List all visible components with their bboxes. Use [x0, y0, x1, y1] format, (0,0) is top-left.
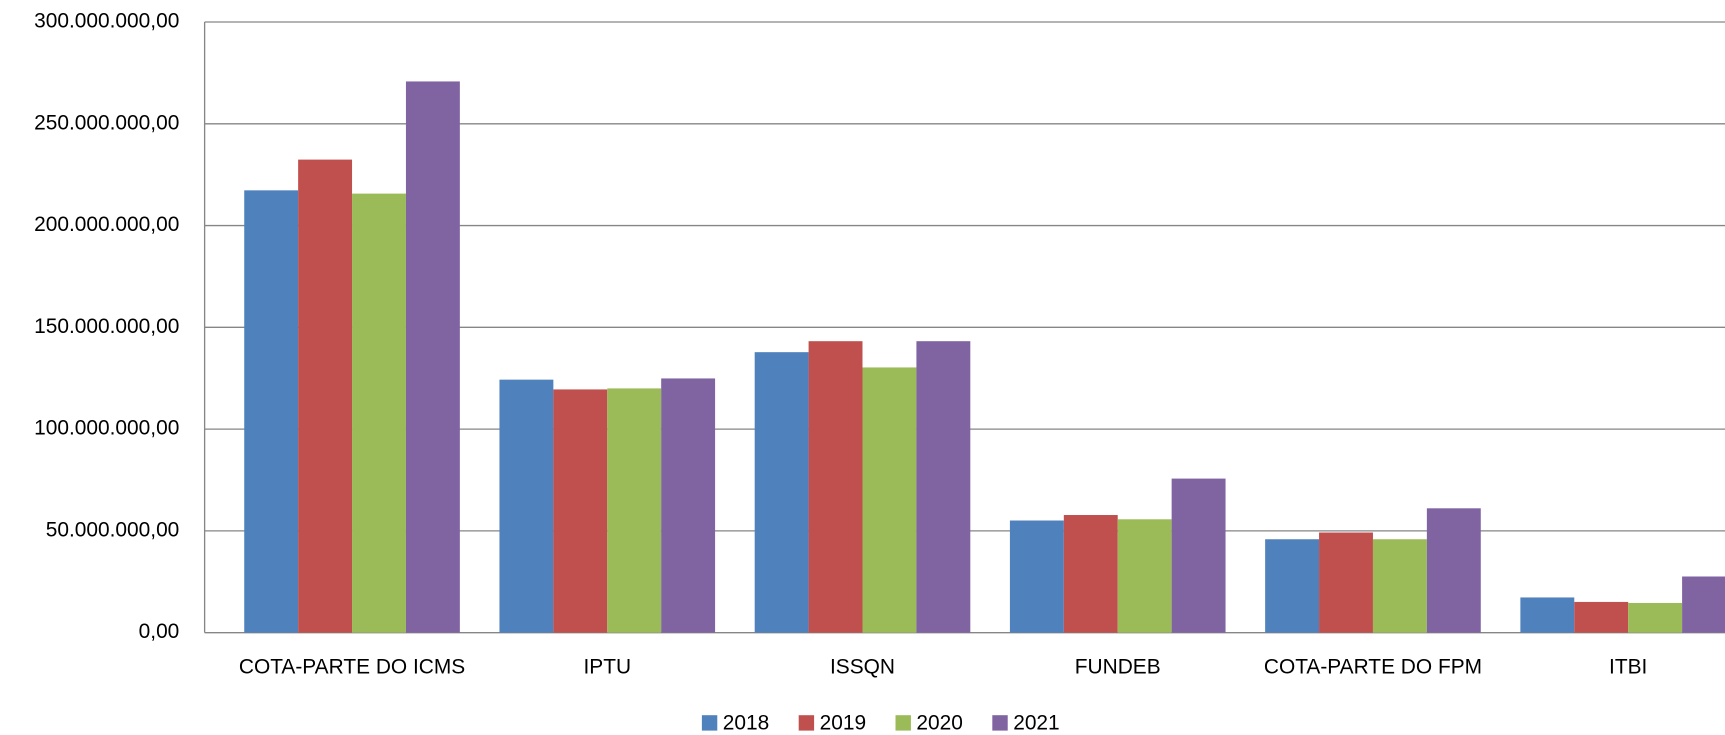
- bar: [754, 352, 809, 633]
- y-tick-label: 150.000.000,00: [34, 315, 179, 338]
- x-tick-label: ISSQN: [830, 655, 895, 678]
- y-tick-label: 50.000.000,00: [46, 518, 180, 541]
- x-tick-label: ITBI: [1609, 655, 1647, 678]
- y-tick-label: 250.000.000,00: [34, 111, 179, 134]
- legend-label: 2020: [916, 712, 962, 735]
- bar: [862, 367, 917, 633]
- bar: [1574, 601, 1629, 633]
- legend-label: 2021: [1013, 712, 1059, 735]
- y-tick-label: 300.000.000,00: [34, 10, 179, 33]
- bar: [1520, 597, 1575, 633]
- bar: [916, 341, 971, 633]
- bar: [1009, 520, 1064, 633]
- bar: [607, 388, 662, 633]
- bar: [1426, 508, 1481, 633]
- legend-swatch: [895, 715, 911, 731]
- y-tick-label: 200.000.000,00: [34, 213, 179, 236]
- legend-swatch: [798, 715, 815, 731]
- y-tick-label: 100.000.000,00: [34, 417, 179, 440]
- bar: [661, 378, 716, 633]
- bar: [1682, 576, 1725, 633]
- x-tick-label: IPTU: [583, 655, 631, 678]
- x-tick-label: COTA-PARTE DO ICMS: [239, 655, 465, 678]
- bar: [298, 159, 353, 633]
- bar: [1628, 602, 1683, 633]
- x-tick-label: COTA-PARTE DO FPM: [1264, 655, 1482, 678]
- bar: [553, 389, 608, 633]
- bar: [405, 81, 460, 633]
- bar: [244, 190, 299, 633]
- bar: [499, 379, 554, 633]
- bar: [1171, 478, 1226, 633]
- legend-swatch: [992, 715, 1008, 731]
- y-tick-label: 0,00: [139, 620, 180, 643]
- bar: [1319, 532, 1373, 633]
- bar: [808, 341, 863, 633]
- bar: [1063, 515, 1118, 633]
- bar: [1372, 539, 1427, 633]
- legend-swatch: [701, 715, 718, 731]
- bar: [352, 193, 406, 633]
- bar: [1117, 519, 1172, 633]
- legend-label: 2019: [820, 712, 866, 735]
- legend-label: 2018: [723, 712, 769, 735]
- bar: [1265, 539, 1320, 633]
- x-tick-label: FUNDEB: [1075, 655, 1161, 678]
